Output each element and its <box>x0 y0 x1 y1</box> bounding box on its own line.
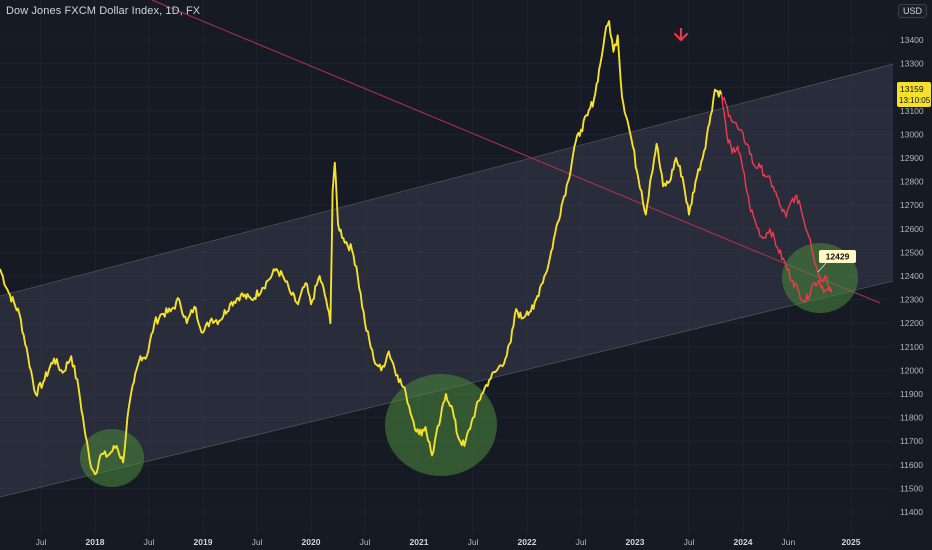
price-axis[interactable]: 11400 11500 11600 11700 11800 11900 12000 12100… <box>900 35 924 517</box>
time-axis-background <box>0 534 932 550</box>
bar-countdown: 13:10:05 <box>899 96 931 105</box>
price-tick-label: 12200 <box>900 318 924 328</box>
time-tick-label: Jul <box>360 537 371 547</box>
arrow-head <box>673 32 689 42</box>
price-series <box>0 20 833 476</box>
time-tick-label: 2022 <box>518 537 537 547</box>
down-arrow-icon[interactable] <box>673 28 689 42</box>
last-price-tag: 13159 13:10:05 <box>897 82 931 107</box>
time-tick-label: Jul <box>144 537 155 547</box>
price-tick-label: 12800 <box>900 177 924 187</box>
price-tick-label: 12300 <box>900 295 924 305</box>
last-price-tag-box <box>897 82 931 107</box>
price-tick-label: 12700 <box>900 200 924 210</box>
channel-upper-line[interactable] <box>0 63 894 297</box>
time-tick-label: 2023 <box>626 537 645 547</box>
price-tick-label: 12500 <box>900 247 924 257</box>
time-tick-label: 2025 <box>842 537 861 547</box>
time-tick-label: Jul <box>252 537 263 547</box>
support-zone-2021[interactable] <box>385 374 497 476</box>
price-tick-label: 11800 <box>900 413 923 423</box>
time-axis[interactable]: Jul 2018 Jul 2019 Jul 2020 Jul 2021 Jul 2022 Jul 20… <box>36 537 861 547</box>
projection-line <box>720 94 833 303</box>
time-tick-label: 2024 <box>734 537 753 547</box>
time-tick-label: Jul <box>36 537 47 547</box>
price-annotation[interactable]: 12429 <box>817 250 856 273</box>
time-tick-label: Jun <box>782 537 796 547</box>
last-price-value: 13159 <box>900 84 924 94</box>
annotation-pointer <box>817 262 827 273</box>
ascending-channel[interactable] <box>0 64 893 497</box>
price-tick-label: 13300 <box>900 59 924 69</box>
price-tick-label: 12600 <box>900 224 924 234</box>
currency-button[interactable]: USD <box>898 4 928 18</box>
price-tick-label: 11600 <box>900 460 923 470</box>
price-tick-label: 12000 <box>900 365 924 375</box>
chart-title[interactable]: Dow Jones FXCM Dollar Index, 1D, FX <box>6 5 201 17</box>
price-tick-label: 13400 <box>900 35 924 45</box>
price-tick-label: 13100 <box>900 106 924 116</box>
time-tick-label: Jul <box>684 537 695 547</box>
descending-trendline[interactable] <box>151 0 881 304</box>
price-tick-label: 11700 <box>900 436 923 446</box>
time-tick-label: 2019 <box>194 537 213 547</box>
price-tick-label: 11400 <box>900 507 923 517</box>
price-line <box>0 20 723 476</box>
price-tick-label: 11500 <box>900 483 923 493</box>
price-annotation-box <box>819 250 856 263</box>
time-tick-label: Jul <box>576 537 587 547</box>
projection-line <box>720 94 832 292</box>
price-tick-label: 13000 <box>900 129 924 139</box>
price-tick-label: 12900 <box>900 153 924 163</box>
price-tick-label: 11900 <box>900 389 923 399</box>
price-tick-label: 12100 <box>900 342 924 352</box>
time-tick-label: 2018 <box>86 537 105 547</box>
price-annotation-text: 12429 <box>826 252 850 262</box>
time-tick-label: 2020 <box>302 537 321 547</box>
time-tick-label: Jul <box>468 537 479 547</box>
time-tick-label: 2021 <box>410 537 429 547</box>
price-tick-label: 12400 <box>900 271 924 281</box>
